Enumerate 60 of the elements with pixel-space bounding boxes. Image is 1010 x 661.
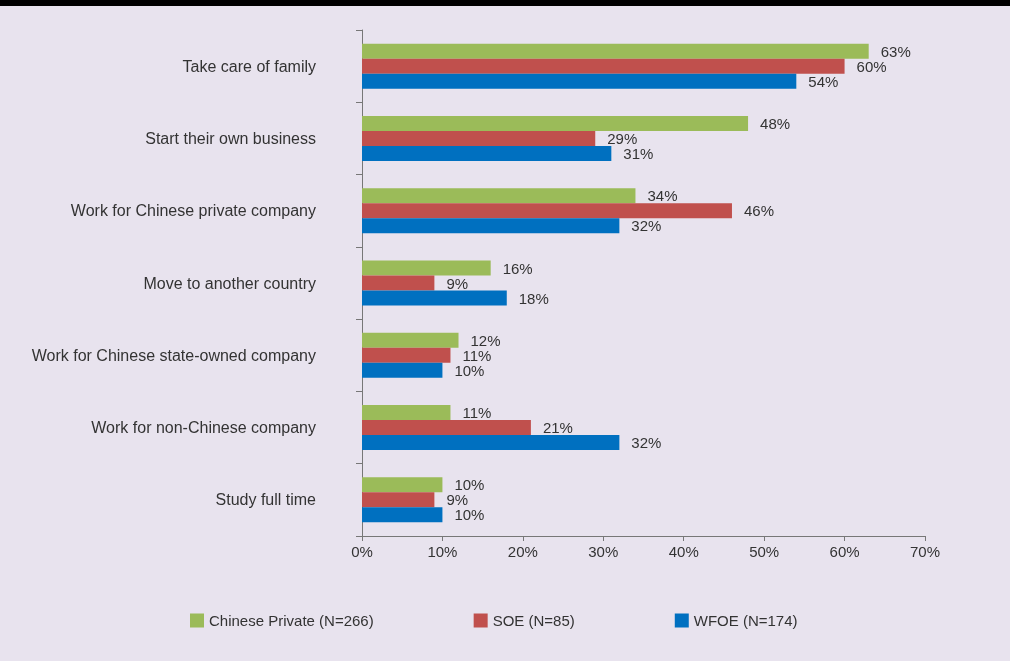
bar	[362, 218, 620, 234]
bar	[362, 477, 443, 493]
x-tick-label: 40%	[668, 543, 699, 560]
data-label: 31%	[623, 144, 654, 162]
bar	[362, 43, 869, 59]
data-label: 10%	[454, 476, 485, 494]
data-label: 46%	[743, 202, 774, 220]
bar	[362, 362, 443, 378]
data-label: 32%	[631, 217, 662, 235]
data-label: 54%	[808, 72, 839, 90]
x-tick-label: 70%	[909, 543, 941, 560]
data-label: 60%	[856, 57, 887, 75]
legend-label: WFOE (N=174)	[693, 612, 798, 629]
data-label: 9%	[446, 491, 469, 509]
data-label: 63%	[880, 42, 911, 60]
legend-label: SOE (N=85)	[492, 612, 575, 629]
bar	[362, 275, 435, 291]
legend-label: Chinese Private (N=266)	[209, 612, 374, 629]
x-tick-label: 10%	[427, 543, 458, 560]
bar	[362, 188, 636, 204]
data-label: 34%	[647, 187, 678, 205]
x-tick-label: 50%	[749, 543, 780, 560]
y-tick-label: Start their own business	[145, 129, 316, 147]
data-label: 11%	[462, 404, 492, 422]
y-tick-label: Move to another country	[143, 274, 316, 292]
bar	[362, 115, 749, 131]
data-label: 9%	[446, 274, 469, 292]
data-label: 10%	[454, 506, 485, 524]
bar	[362, 420, 531, 436]
y-tick-label: Work for Chinese state-owned company	[31, 346, 316, 364]
bar	[362, 58, 845, 74]
data-label: 18%	[518, 289, 549, 307]
bar	[362, 405, 451, 421]
bar	[362, 332, 459, 348]
y-tick-label: Work for Chinese private company	[70, 202, 316, 220]
bar	[362, 203, 732, 219]
x-tick-label: 30%	[588, 543, 619, 560]
data-label: 48%	[760, 114, 791, 132]
bar	[362, 507, 443, 523]
y-tick-label: Study full time	[215, 491, 317, 509]
bar	[362, 73, 797, 89]
bar	[362, 290, 507, 306]
bar	[362, 492, 435, 508]
y-tick-label: Take care of family	[182, 57, 316, 75]
bar	[362, 130, 596, 146]
data-label: 21%	[542, 419, 573, 437]
bar	[362, 260, 491, 276]
bar	[362, 145, 612, 161]
data-label: 12%	[470, 331, 501, 349]
y-tick-label: Work for non-Chinese company	[91, 419, 316, 437]
bar	[362, 347, 451, 363]
data-label: 16%	[502, 259, 533, 277]
data-label: 11%	[462, 346, 492, 364]
data-label: 10%	[454, 361, 485, 379]
x-tick-label: 20%	[507, 543, 538, 560]
data-label: 32%	[631, 434, 662, 452]
x-tick-label: 60%	[829, 543, 860, 560]
bar	[362, 435, 620, 451]
data-label: 29%	[607, 129, 638, 147]
x-tick-label: 0%	[351, 543, 373, 560]
